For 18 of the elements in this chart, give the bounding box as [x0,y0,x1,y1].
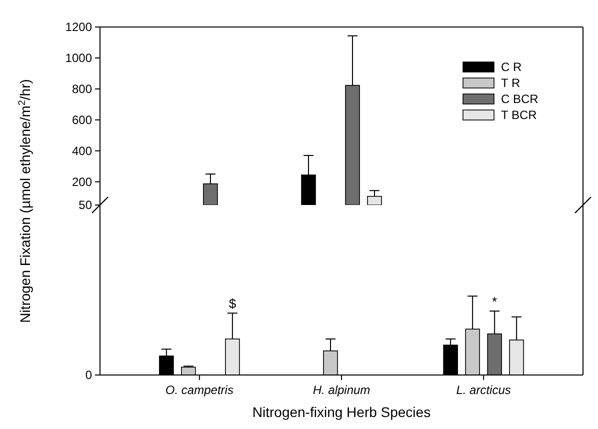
x-axis-title: Nitrogen-fixing Herb Species [252,404,431,420]
y-tick-label: 1200 [65,20,92,34]
x-tick-label: O. campetris [165,383,234,397]
x-tick-label: L. arcticus [456,383,511,397]
y-tick-label: 0 [85,368,92,382]
y-tick-label: 50 [78,198,92,212]
legend-label: T R [501,76,520,90]
x-tick-label: H. alpinum [312,383,370,397]
y-tick-label: 400 [72,144,92,158]
y-tick-label: 1000 [65,51,92,66]
data-label: $ [228,296,237,312]
data-label: * [492,294,498,310]
y-tick-label: 200 [72,174,92,189]
y-tick-label: 600 [72,113,92,128]
legend-label: T BCR [501,108,538,122]
legend-label: C R [501,60,522,74]
legend-label: C BCR [501,92,539,106]
y-tick-label: 800 [72,82,92,96]
